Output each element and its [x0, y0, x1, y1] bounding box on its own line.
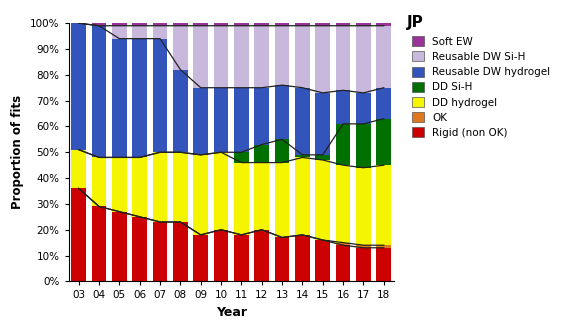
Bar — [376, 245, 391, 248]
Bar — [132, 23, 147, 26]
Bar — [275, 163, 289, 237]
Bar — [295, 158, 310, 235]
Bar — [356, 168, 371, 245]
Bar — [132, 158, 147, 217]
Bar — [336, 90, 351, 124]
X-axis label: Year: Year — [216, 306, 247, 319]
Bar — [376, 23, 391, 26]
Bar — [173, 26, 188, 70]
Bar — [173, 70, 188, 152]
Bar — [336, 243, 351, 245]
Bar — [295, 155, 310, 158]
Bar — [214, 26, 228, 88]
Bar — [194, 23, 208, 26]
Bar — [295, 235, 310, 281]
Bar — [173, 23, 188, 26]
Bar — [194, 88, 208, 155]
Bar — [71, 150, 86, 188]
Bar — [71, 188, 86, 281]
Bar — [315, 26, 330, 93]
Bar — [132, 26, 147, 39]
Bar — [295, 23, 310, 26]
Bar — [112, 158, 127, 212]
Bar — [194, 235, 208, 281]
Bar — [214, 23, 228, 26]
Bar — [376, 165, 391, 245]
Bar — [214, 152, 228, 230]
Legend: Soft EW, Reusable DW Si-H, Reusable DW hydrogel, DD Si-H, DD hydrogel, OK, Rigid: Soft EW, Reusable DW Si-H, Reusable DW h… — [412, 36, 550, 138]
Bar — [132, 39, 147, 158]
Bar — [173, 152, 188, 222]
Bar — [71, 23, 86, 150]
Bar — [92, 23, 106, 26]
Bar — [255, 88, 269, 145]
Bar — [315, 240, 330, 281]
Bar — [356, 245, 371, 248]
Bar — [214, 230, 228, 281]
Bar — [275, 139, 289, 163]
Bar — [173, 222, 188, 281]
Bar — [376, 88, 391, 119]
Bar — [152, 26, 167, 39]
Bar — [132, 217, 147, 281]
Bar — [112, 23, 127, 26]
Bar — [92, 207, 106, 281]
Bar — [275, 26, 289, 85]
Bar — [315, 23, 330, 26]
Text: JP: JP — [407, 16, 424, 30]
Bar — [315, 155, 330, 160]
Bar — [112, 212, 127, 281]
Bar — [255, 26, 269, 88]
Bar — [275, 85, 289, 139]
Bar — [234, 163, 249, 235]
Bar — [152, 222, 167, 281]
Bar — [234, 235, 249, 281]
Bar — [275, 23, 289, 26]
Bar — [376, 119, 391, 165]
Bar — [234, 88, 249, 152]
Bar — [295, 88, 310, 155]
Bar — [336, 124, 351, 165]
Bar — [255, 145, 269, 163]
Bar — [315, 160, 330, 240]
Bar — [112, 26, 127, 39]
Bar — [194, 26, 208, 88]
Y-axis label: Proportion of fits: Proportion of fits — [11, 95, 25, 209]
Bar — [255, 23, 269, 26]
Bar — [356, 248, 371, 281]
Bar — [275, 237, 289, 281]
Bar — [255, 230, 269, 281]
Bar — [152, 23, 167, 26]
Bar — [336, 165, 351, 243]
Bar — [356, 93, 371, 124]
Bar — [336, 23, 351, 26]
Bar — [234, 23, 249, 26]
Bar — [234, 26, 249, 88]
Bar — [112, 39, 127, 158]
Bar — [92, 26, 106, 158]
Bar — [376, 248, 391, 281]
Bar — [194, 155, 208, 235]
Bar — [152, 152, 167, 222]
Bar — [152, 39, 167, 152]
Bar — [255, 163, 269, 230]
Bar — [92, 158, 106, 207]
Bar — [295, 26, 310, 88]
Bar — [356, 124, 371, 168]
Bar — [336, 26, 351, 90]
Bar — [234, 152, 249, 163]
Bar — [376, 26, 391, 88]
Bar — [315, 93, 330, 155]
Bar — [356, 26, 371, 93]
Bar — [336, 245, 351, 281]
Bar — [356, 23, 371, 26]
Bar — [214, 88, 228, 152]
